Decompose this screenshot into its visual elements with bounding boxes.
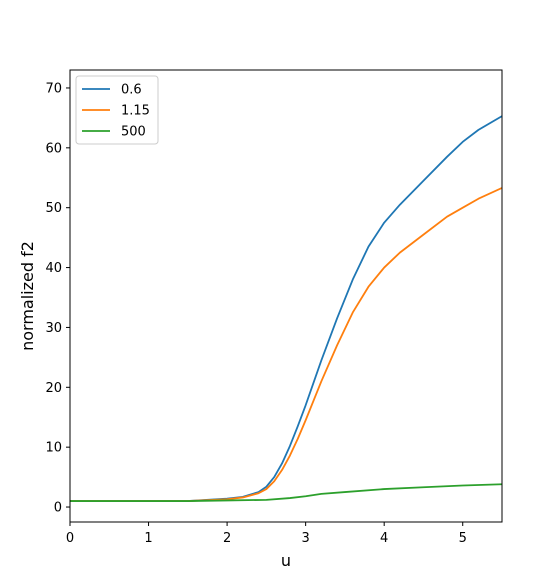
y-tick-label: 40 (45, 261, 62, 276)
series-lines (70, 115, 502, 502)
legend: 0.6 1.15 500 (75, 75, 159, 145)
y-axis-label: normalized f2 (18, 241, 37, 351)
y-tick-label: 0 (54, 501, 62, 516)
y-tick-label: 30 (45, 321, 62, 336)
series-line-2 (70, 187, 502, 502)
y-tick-label: 60 (45, 141, 62, 156)
x-tick-label: 1 (144, 531, 152, 546)
x-tick-label: 2 (223, 531, 231, 546)
x-tick-label: 0 (66, 531, 74, 546)
y-tick-label: 70 (45, 81, 62, 96)
legend-label-1: 0.6 (121, 83, 142, 98)
y-tick-label: 50 (45, 201, 62, 216)
x-tick-label: 3 (301, 531, 309, 546)
y-tick-label: 20 (45, 381, 62, 396)
x-axis-label: u (281, 551, 291, 570)
x-tick-label: 5 (459, 531, 467, 546)
y-axis-ticks: 0 10 20 30 40 50 60 70 (45, 81, 70, 516)
x-axis-ticks: 0 1 2 3 4 5 (66, 522, 467, 546)
plot-frame (69, 69, 503, 523)
legend-label-2: 1.15 (121, 104, 150, 119)
x-tick-label: 4 (380, 531, 388, 546)
series-line-3 (70, 483, 502, 502)
legend-label-3: 500 (121, 125, 146, 140)
y-tick-label: 10 (45, 441, 62, 456)
legend-box (75, 75, 159, 145)
